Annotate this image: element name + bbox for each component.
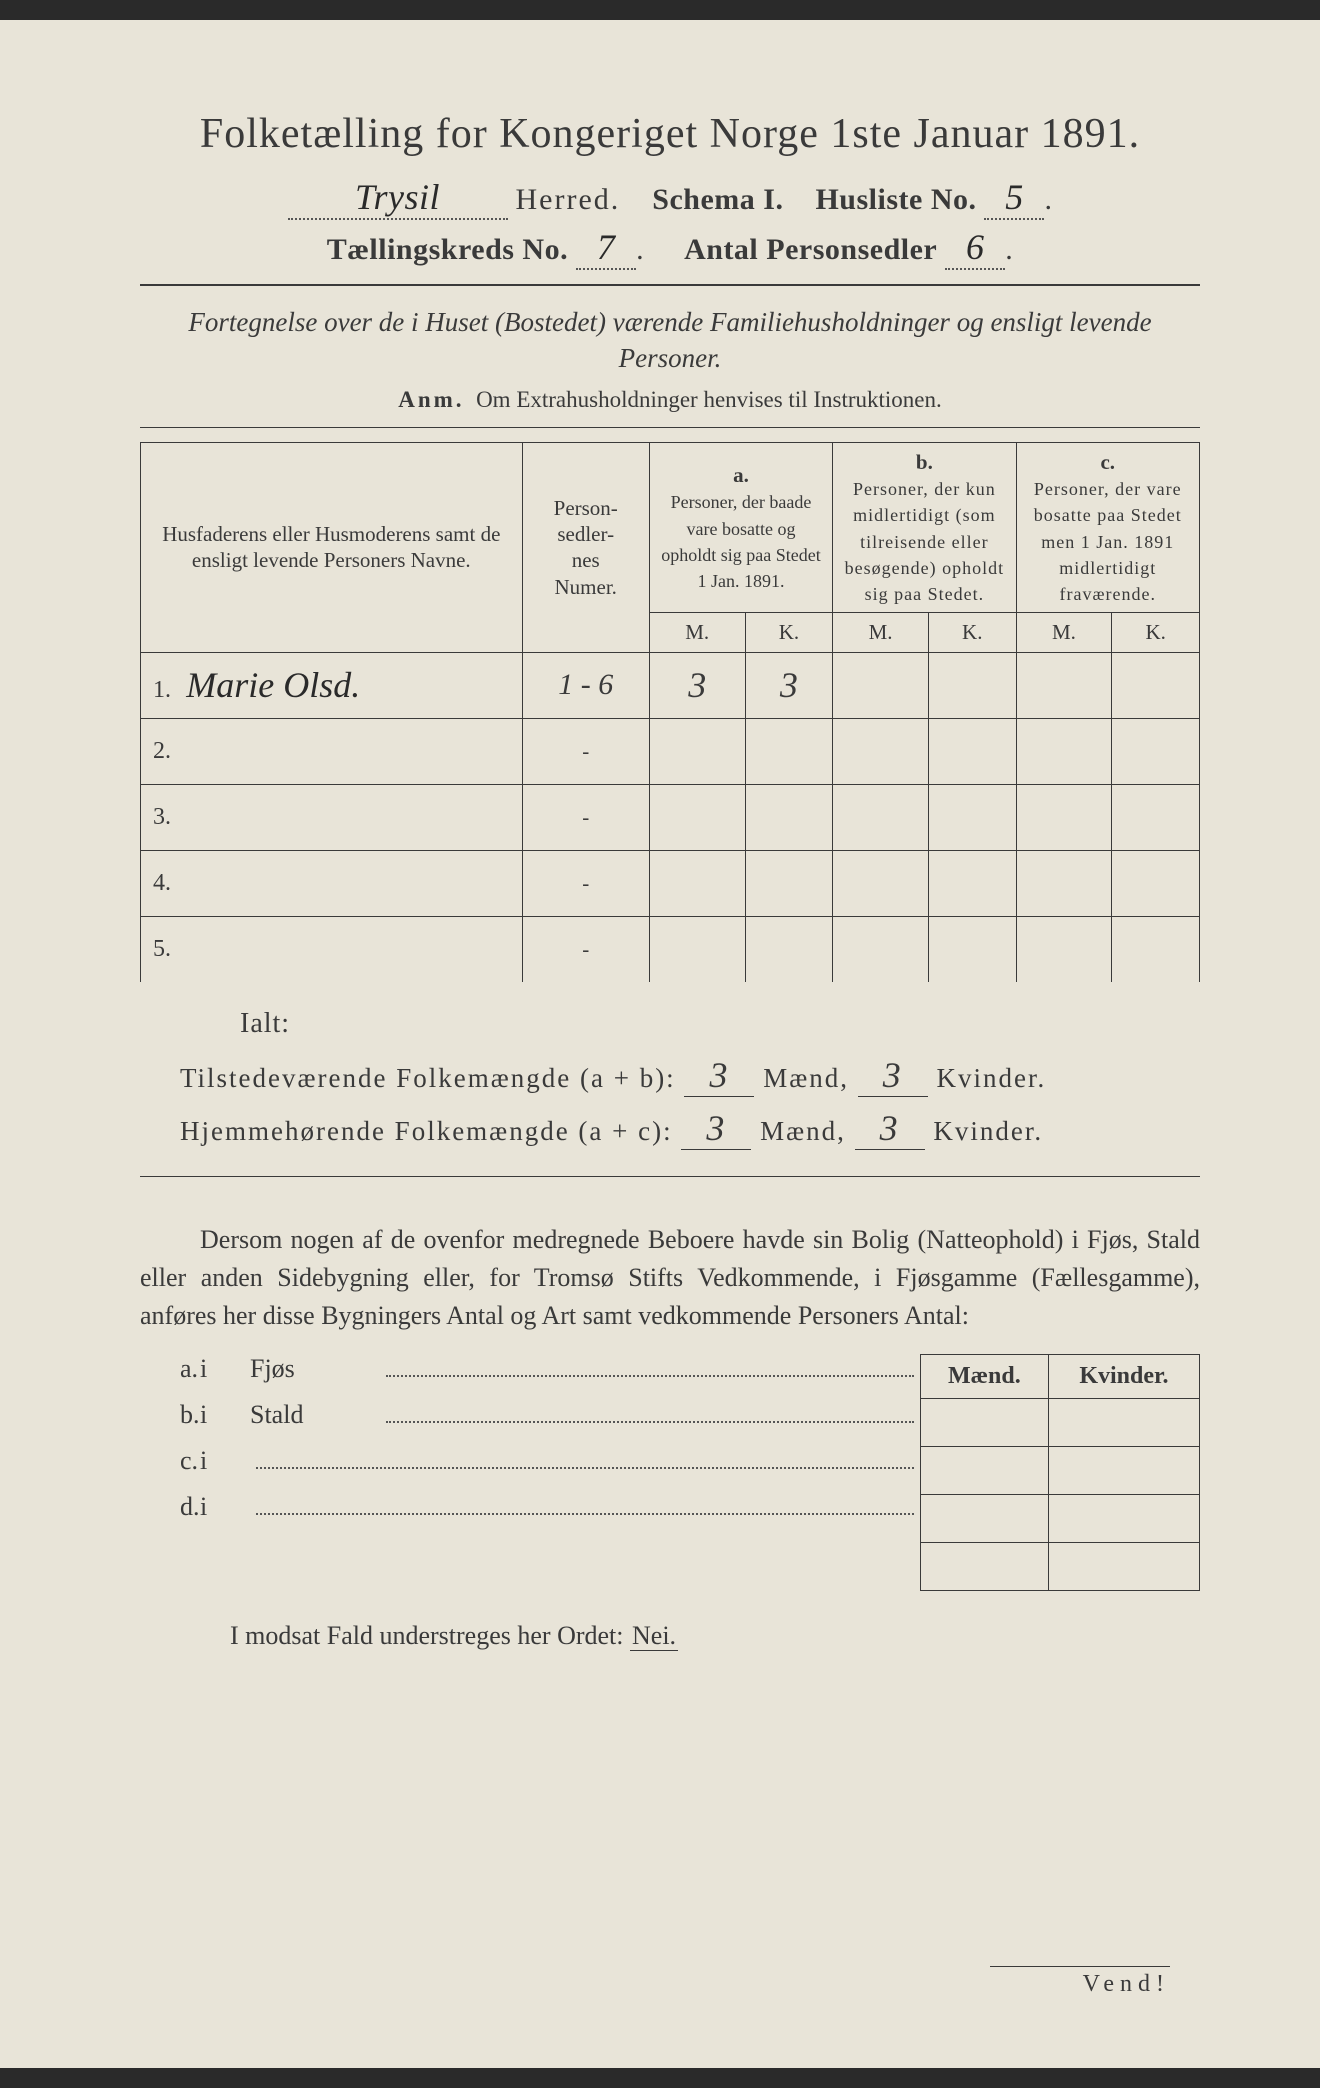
page-title: Folketælling for Kongeriget Norge 1ste J…	[140, 110, 1200, 158]
subtitle: Fortegnelse over de i Huset (Bostedet) v…	[140, 304, 1200, 377]
col-c-m: M.	[1016, 613, 1112, 652]
herred-value: Trysil	[288, 176, 508, 220]
building-row: b. i Stald	[140, 1400, 920, 1430]
husliste-value: 5	[984, 176, 1044, 220]
col-a-m: M.	[649, 613, 745, 652]
table-row: 2. -	[141, 718, 1200, 784]
divider-thin	[140, 1176, 1200, 1177]
census-table: Husfaderens eller Husmoderens samt de en…	[140, 442, 1200, 982]
kreds-value: 7	[576, 226, 636, 270]
col-c-k: K.	[1112, 613, 1200, 652]
herred-label: Herred.	[516, 183, 621, 216]
building-maend-header: Mænd.	[921, 1355, 1049, 1399]
divider-thin	[140, 427, 1200, 428]
table-row: 3. -	[141, 784, 1200, 850]
table-row: 5. -	[141, 916, 1200, 982]
building-row: c. i	[140, 1446, 920, 1476]
building-kvinder-header: Kvinder.	[1048, 1355, 1199, 1399]
totals-resident: Hjemmehørende Folkemængde (a + c): 3 Mæn…	[180, 1107, 1200, 1150]
col-header-b: b. Personer, der kun midlertidigt (som t…	[833, 442, 1016, 613]
census-form-page: Folketælling for Kongeriget Norge 1ste J…	[0, 20, 1320, 2068]
anm-label: Anm.	[398, 387, 464, 412]
ialt-label: Ialt:	[240, 1008, 1200, 1040]
col-b-k: K.	[928, 613, 1016, 652]
table-row: 1. Marie Olsd. 1 - 6 3 3	[141, 652, 1200, 718]
modsat-line: I modsat Fald understreges her Ordet: Ne…	[140, 1621, 1200, 1651]
col-a-k: K.	[745, 613, 833, 652]
kreds-label: Tællingskreds No.	[327, 233, 568, 266]
antal-value: 6	[945, 226, 1005, 270]
col-b-m: M.	[833, 613, 929, 652]
antal-label: Antal Personsedler	[684, 233, 937, 266]
nei-word: Nei.	[630, 1621, 678, 1651]
col-header-a: a. Personer, der baade vare bosatte og o…	[649, 442, 832, 613]
divider	[140, 284, 1200, 286]
col-header-number: Person- sedler- nes Numer.	[522, 442, 649, 652]
table-row: 4. -	[141, 850, 1200, 916]
building-paragraph: Dersom nogen af de ovenfor medregnede Be…	[140, 1221, 1200, 1334]
header-line-2: Tællingskreds No. 7. Antal Personsedler …	[140, 226, 1200, 270]
col-header-name: Husfaderens eller Husmoderens samt de en…	[141, 442, 523, 652]
building-mk-table: Mænd. Kvinder.	[920, 1354, 1200, 1591]
building-block: a. i Fjøs b. i Stald c. i d. i	[140, 1354, 1200, 1591]
vend-label: Vend!	[990, 1966, 1170, 1998]
totals-present: Tilstedeværende Folkemængde (a + b): 3 M…	[180, 1054, 1200, 1097]
schema-label: Schema I.	[652, 183, 783, 216]
building-list: a. i Fjøs b. i Stald c. i d. i	[140, 1354, 920, 1591]
header-line-1: Trysil Herred. Schema I. Husliste No. 5.	[140, 176, 1200, 220]
building-row: a. i Fjøs	[140, 1354, 920, 1384]
building-row: d. i	[140, 1492, 920, 1522]
anm-text: Om Extrahusholdninger henvises til Instr…	[476, 387, 942, 412]
husliste-label: Husliste No.	[815, 183, 976, 216]
anm-line: Anm. Om Extrahusholdninger henvises til …	[140, 387, 1200, 413]
col-header-c: c. Personer, der vare bosatte paa Stedet…	[1016, 442, 1199, 613]
